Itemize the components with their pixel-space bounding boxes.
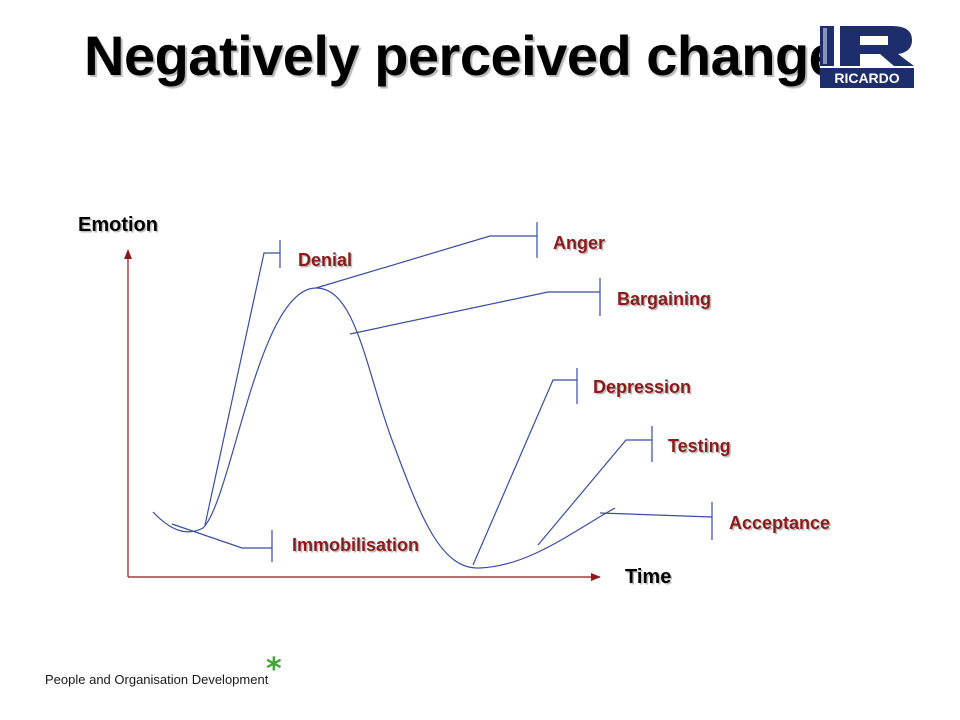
x-axis-label: Time bbox=[625, 566, 671, 588]
svg-text:Denial: Denial bbox=[300, 252, 354, 272]
acceptance-callout bbox=[599, 512, 713, 518]
stage-label-denial: Denial bbox=[298, 250, 352, 270]
emotion-curve bbox=[152, 287, 616, 569]
svg-text:Testing: Testing bbox=[670, 438, 733, 458]
svg-text:Bargaining: Bargaining bbox=[619, 291, 713, 311]
footer-star-icon: * bbox=[266, 652, 282, 687]
stage-label-immobilisation: Immobilisation bbox=[292, 535, 419, 555]
y-axis-label: Emotion bbox=[78, 214, 158, 236]
testing-callout bbox=[537, 439, 652, 546]
stage-label-bargaining: Bargaining bbox=[617, 289, 711, 309]
immobilisation-callout bbox=[171, 523, 272, 549]
svg-text:Emotion: Emotion bbox=[80, 216, 160, 238]
logo-text: RICARDO bbox=[834, 70, 899, 86]
anger-callout bbox=[315, 235, 537, 289]
stage-label-anger: Anger bbox=[553, 233, 605, 253]
stage-label-acceptance: Acceptance bbox=[729, 513, 830, 533]
page-title: Negatively perceived change bbox=[84, 24, 840, 87]
footer-text: People and Organisation Development bbox=[45, 672, 269, 687]
stage-label-testing: Testing bbox=[668, 436, 731, 456]
svg-text:Acceptance: Acceptance bbox=[731, 515, 832, 535]
svg-text:Depression: Depression bbox=[595, 379, 693, 399]
svg-text:Time: Time bbox=[627, 568, 673, 590]
stage-label-depression: Depression bbox=[593, 377, 691, 397]
depression-callout bbox=[472, 379, 577, 566]
bargaining-callout bbox=[349, 291, 600, 335]
svg-text:Anger: Anger bbox=[555, 235, 607, 255]
denial-callout bbox=[204, 252, 280, 526]
svg-text:Immobilisation: Immobilisation bbox=[294, 537, 421, 557]
ricardo-logo: RICARDO bbox=[820, 26, 914, 88]
